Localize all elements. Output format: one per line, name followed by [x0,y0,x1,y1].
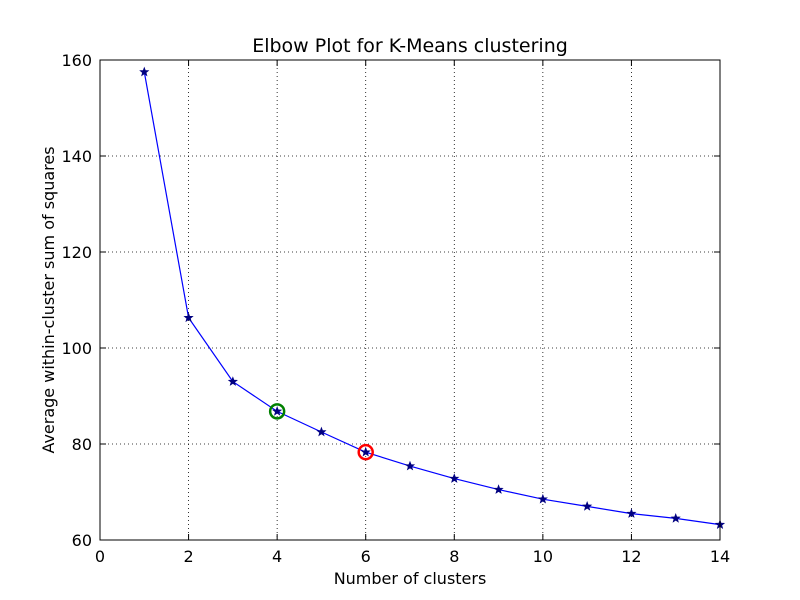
highlight-layer [268,403,374,461]
x-tick-label: 14 [710,547,730,566]
x-tick-label: 12 [621,547,641,566]
x-tick-label: 10 [533,547,553,566]
x-tick-label: 8 [449,547,459,566]
data-point-marker [537,493,548,504]
data-point-marker [360,446,371,457]
x-tick-label: 0 [95,547,105,566]
y-tick-label: 80 [72,435,92,454]
x-tick-label: 4 [272,547,282,566]
series-line [143,71,721,526]
data-point-marker [227,376,238,386]
data-point-marker [316,426,327,437]
data-point-marker [183,312,194,323]
y-tick-label: 60 [72,531,92,550]
data-point-marker [582,501,593,511]
grid [100,60,720,540]
y-tick-label: 120 [61,243,92,262]
x-axis-label: Number of clusters [334,569,487,588]
y-tick-label: 140 [61,147,92,166]
data-point-marker [626,508,637,518]
highlight-circle [268,403,286,420]
plot-area [100,60,720,540]
plot-frame [99,59,721,541]
data-point-marker [139,66,150,77]
y-tick-label: 160 [61,51,92,70]
data-point-marker [670,513,681,523]
chart-title: Elbow Plot for K-Means clustering [252,35,568,57]
data-point-marker [493,484,504,494]
y-axis-label: Average within-cluster sum of squares [39,146,58,453]
series-layer [139,66,726,529]
y-tick-label: 100 [61,339,92,358]
highlight-circle [357,443,374,461]
data-point-marker [449,473,460,483]
x-tick-label: 6 [361,547,371,566]
ticks: 0 2 4 6 8 10 12 14 60 80 100 120 140 160 [61,51,730,566]
data-point-marker [272,406,283,416]
x-tick-label: 2 [183,547,193,566]
data-point-marker [404,460,416,471]
